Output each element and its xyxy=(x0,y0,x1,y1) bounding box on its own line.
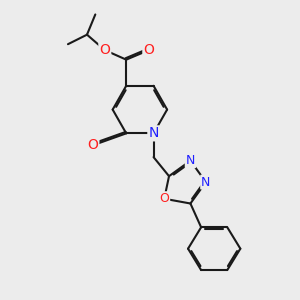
Text: O: O xyxy=(143,43,154,57)
Text: O: O xyxy=(99,43,110,57)
Text: N: N xyxy=(148,126,159,140)
Text: N: N xyxy=(201,176,211,189)
Text: O: O xyxy=(88,138,98,152)
Text: N: N xyxy=(186,154,195,167)
Text: O: O xyxy=(159,192,169,205)
